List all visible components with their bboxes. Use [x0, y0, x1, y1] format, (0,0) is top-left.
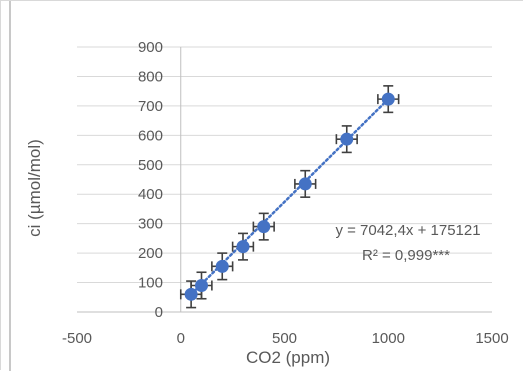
data-point [340, 132, 354, 146]
x-tick-label: 500 [272, 330, 297, 347]
tick-labels: 0 100 200 300 400 500 600 700 800 900 -500 0 500 1000… [62, 39, 509, 347]
y-tick-label: 500 [138, 157, 163, 174]
y-tick-label: 800 [138, 68, 163, 85]
data-point [215, 259, 229, 273]
frame-edge [9, 1, 11, 371]
y-tick-label: 700 [138, 98, 163, 115]
error-bars [179, 85, 400, 309]
y-tick-label: 400 [138, 186, 163, 203]
r-squared-label: R² = 0,999*** [362, 247, 450, 264]
y-axis-title: ci (µmol/mol) [25, 139, 44, 237]
gridlines [77, 46, 492, 284]
data-point [184, 287, 198, 301]
trendline-equation: y = 7042,4x + 175121 [335, 222, 480, 239]
y-tick-label: 200 [138, 245, 163, 262]
data-point [381, 92, 395, 106]
data-points [184, 92, 395, 301]
y-tick-label: 0 [155, 304, 163, 321]
data-point [236, 240, 250, 254]
data-point [257, 220, 271, 234]
y-tick-label: 900 [138, 39, 163, 56]
y-tick-label: 100 [138, 275, 163, 292]
x-axis-title: CO2 (ppm) [246, 348, 330, 367]
y-tick-label: 300 [138, 216, 163, 233]
y-tick-label: 600 [138, 127, 163, 144]
x-tick-label: 1500 [475, 330, 508, 347]
axes [77, 47, 492, 313]
data-point [195, 279, 208, 292]
x-tick-label: -500 [62, 330, 92, 347]
data-point [298, 177, 312, 191]
x-tick-label: 0 [177, 330, 185, 347]
x-tick-label: 1000 [372, 330, 405, 347]
